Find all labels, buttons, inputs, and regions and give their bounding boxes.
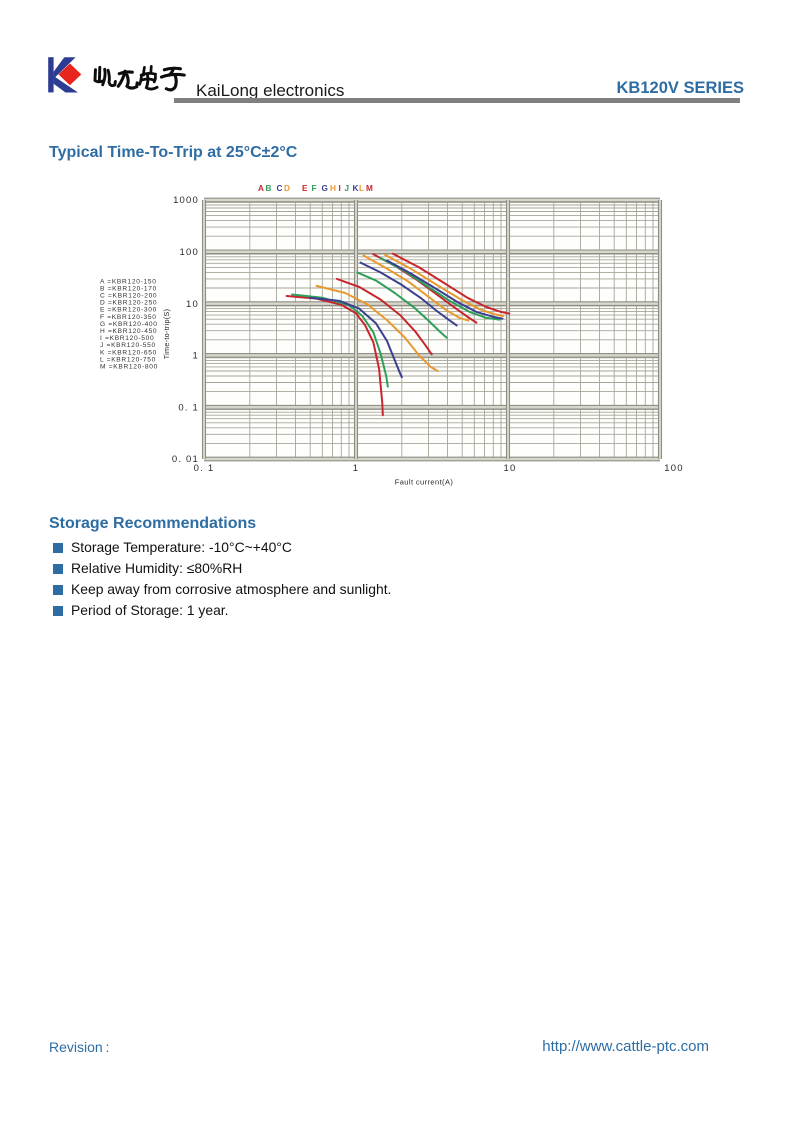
svg-text:C =KBR120-200: C =KBR120-200 bbox=[100, 293, 157, 300]
svg-text:C: C bbox=[277, 184, 283, 193]
svg-text:Time-to-trip(S): Time-to-trip(S) bbox=[162, 309, 171, 360]
svg-text:100: 100 bbox=[180, 247, 199, 258]
svg-text:0. 01: 0. 01 bbox=[172, 454, 199, 465]
svg-text:G =KBR120-400: G =KBR120-400 bbox=[100, 321, 158, 328]
svg-text:M: M bbox=[366, 184, 373, 193]
svg-text:F =KBR120-350: F =KBR120-350 bbox=[100, 314, 157, 321]
svg-text:J =KBR120-550: J =KBR120-550 bbox=[100, 342, 156, 349]
svg-text:10: 10 bbox=[504, 463, 517, 474]
svg-text:K =KBR120-650: K =KBR120-650 bbox=[100, 349, 157, 356]
svg-text:B =KBR120-170: B =KBR120-170 bbox=[100, 285, 157, 292]
svg-text:E: E bbox=[302, 184, 308, 193]
svg-text:H: H bbox=[330, 184, 336, 193]
svg-text:1000: 1000 bbox=[173, 195, 199, 206]
svg-text:0. 1: 0. 1 bbox=[194, 463, 215, 474]
svg-text:E =KBR120-300: E =KBR120-300 bbox=[100, 307, 157, 314]
svg-text:G: G bbox=[322, 184, 328, 193]
svg-text:K: K bbox=[353, 184, 359, 193]
svg-text:10: 10 bbox=[186, 299, 199, 310]
svg-text:A =KBR120-150: A =KBR120-150 bbox=[100, 278, 157, 285]
svg-text:Fault current(A): Fault current(A) bbox=[395, 478, 454, 487]
svg-text:D =KBR120-250: D =KBR120-250 bbox=[100, 300, 157, 307]
svg-text:D: D bbox=[284, 184, 290, 193]
svg-text:H =KBR120-450: H =KBR120-450 bbox=[100, 328, 157, 335]
svg-text:L =KBR120-750: L =KBR120-750 bbox=[100, 356, 156, 363]
svg-text:I =KBR120-500: I =KBR120-500 bbox=[100, 335, 154, 342]
svg-text:1: 1 bbox=[193, 351, 199, 362]
svg-text:M =KBR120-800: M =KBR120-800 bbox=[100, 364, 158, 371]
svg-text:F: F bbox=[312, 184, 317, 193]
svg-text:I: I bbox=[339, 184, 341, 193]
svg-text:1: 1 bbox=[353, 463, 359, 474]
svg-text:L: L bbox=[359, 184, 364, 193]
svg-text:0. 1: 0. 1 bbox=[178, 402, 199, 413]
svg-text:A: A bbox=[258, 184, 264, 193]
svg-text:J: J bbox=[345, 184, 350, 193]
svg-text:100: 100 bbox=[664, 463, 683, 474]
svg-text:B: B bbox=[266, 184, 272, 193]
